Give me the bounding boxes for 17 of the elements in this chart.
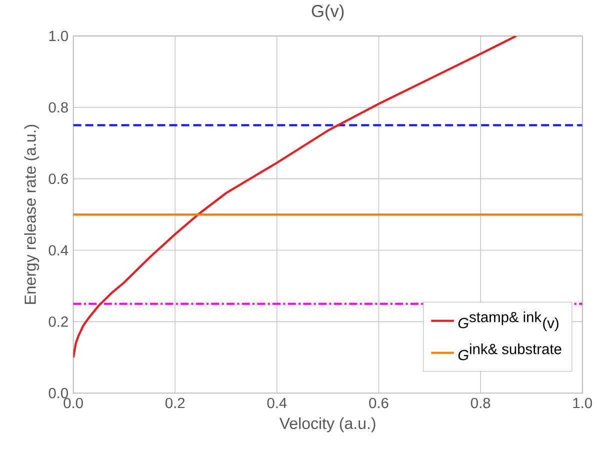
y-tick-label: 0.4 <box>48 245 68 256</box>
legend-label: $\textit{G}^{\textrm{stamp\& ink}}\textrm{(v)}$ <box>458 311 558 332</box>
x-tick-label: 1.0 <box>573 398 592 408</box>
legend-label: $\textit{G}^{\textrm{ink\& substrate}}$ <box>458 343 562 360</box>
y-tick-label: 0.8 <box>48 102 68 113</box>
y-tick-label: 0.6 <box>48 174 68 184</box>
y-axis-title: Energy release rate (a.u.) <box>24 124 40 304</box>
y-tick-label: 0.0 <box>48 388 68 398</box>
y-tick-label: 0.2 <box>48 316 68 327</box>
x-axis-title: Velocity (a.u.) <box>279 417 376 432</box>
x-tick-label: 0.0 <box>64 398 83 408</box>
x-tick-label: 0.4 <box>267 398 287 408</box>
x-tick-label: 0.6 <box>369 398 388 408</box>
y-tick-label: 1.0 <box>49 30 68 42</box>
x-tick-label: 0.2 <box>165 398 185 408</box>
x-tick-label: 0.8 <box>470 398 490 408</box>
chart-title: G(v) <box>312 4 344 21</box>
